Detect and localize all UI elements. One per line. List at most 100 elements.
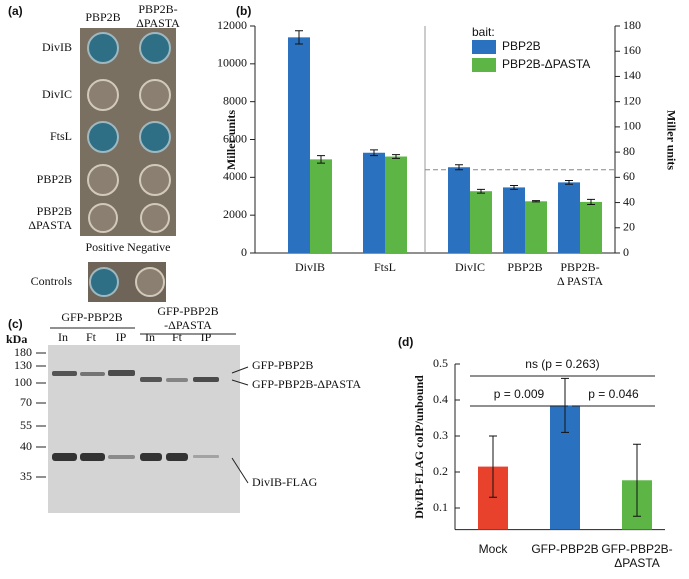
marker-label: 130 bbox=[14, 358, 32, 372]
panel-label: (c) bbox=[8, 317, 23, 331]
band bbox=[140, 453, 162, 461]
lane-label: In bbox=[145, 330, 155, 344]
y-tick-label: 0 bbox=[241, 245, 247, 259]
unit-label: kDa bbox=[6, 332, 27, 346]
bar bbox=[310, 159, 332, 253]
error-bar bbox=[633, 443, 641, 517]
y-tick-label: 0.5 bbox=[433, 356, 448, 370]
band-label: DivIB-FLAG bbox=[252, 475, 318, 489]
panel-label: (b) bbox=[236, 4, 251, 18]
row-label: DivIB bbox=[42, 40, 72, 54]
colony bbox=[87, 121, 119, 153]
colony bbox=[89, 267, 119, 297]
x-tick-label: FtsL bbox=[374, 260, 396, 274]
lane-label: IP bbox=[116, 330, 127, 344]
lane-label: IP bbox=[201, 330, 212, 344]
colony bbox=[87, 32, 119, 64]
bar bbox=[363, 152, 385, 253]
y-tick-label: 0.2 bbox=[433, 464, 448, 478]
x-tick-label: DivIB bbox=[295, 260, 325, 274]
row-label: PBP2B bbox=[37, 172, 72, 186]
text-line: PBP2B- bbox=[560, 260, 599, 274]
y2-tick-label: 160 bbox=[623, 43, 641, 57]
text-line: Δ PASTA bbox=[557, 274, 603, 288]
row-label: DivIC bbox=[42, 87, 72, 101]
y2-tick-label: 20 bbox=[623, 220, 635, 234]
colonies bbox=[87, 32, 171, 233]
gel-bands bbox=[52, 370, 219, 461]
column-header: PBP2B bbox=[85, 10, 120, 24]
text-line: ΔPASTA bbox=[28, 218, 72, 232]
panel-label: (a) bbox=[8, 4, 23, 18]
y-tick-label: 10000 bbox=[217, 56, 247, 70]
bar bbox=[558, 182, 580, 253]
marker-label: 100 bbox=[14, 375, 32, 389]
y-tick-label: 4000 bbox=[223, 169, 247, 183]
y-tick-label: 2000 bbox=[223, 207, 247, 221]
y-tick-label: 0.1 bbox=[433, 500, 448, 514]
colony bbox=[135, 267, 165, 297]
error-bar bbox=[587, 198, 595, 205]
band bbox=[193, 377, 219, 382]
band bbox=[52, 453, 77, 461]
error-bar bbox=[477, 188, 485, 194]
error-bar bbox=[295, 30, 303, 45]
lane-label: Ft bbox=[172, 330, 183, 344]
legend-label: PBP2B-ΔPASTA bbox=[502, 57, 590, 71]
band bbox=[108, 455, 135, 459]
y2-tick-label: 80 bbox=[623, 144, 635, 158]
y-tick-label: 0.4 bbox=[433, 392, 448, 406]
error-bar bbox=[532, 200, 540, 203]
group-label: GFP-PBP2B -ΔPASTA bbox=[157, 304, 218, 332]
colony bbox=[139, 164, 171, 196]
leader bbox=[231, 457, 249, 484]
marker-label: 40 bbox=[20, 439, 32, 453]
leader bbox=[231, 366, 249, 374]
error-bar bbox=[561, 377, 569, 433]
y2-tick-label: 100 bbox=[623, 119, 641, 133]
colony bbox=[139, 79, 171, 111]
error-bar bbox=[455, 164, 463, 171]
y2-tick-label: 180 bbox=[623, 18, 641, 32]
controls-label: Controls bbox=[31, 274, 73, 288]
error-bar bbox=[317, 155, 325, 164]
annotation: ns (p = 0.263) bbox=[525, 357, 599, 371]
band-label: GFP-PBP2B-ΔPASTA bbox=[252, 377, 361, 391]
text-line: PBP2B- bbox=[138, 2, 177, 16]
y-tick-label: 8000 bbox=[223, 93, 247, 107]
y-axis-title: DivIB-FLAG coIP/unbound bbox=[412, 375, 426, 519]
band bbox=[166, 453, 188, 461]
text-line: PBP2B bbox=[37, 204, 72, 218]
band bbox=[80, 453, 105, 461]
y2-tick-label: 60 bbox=[623, 169, 635, 183]
x-tick-label: PBP2B-Δ PASTA bbox=[557, 260, 603, 288]
leader bbox=[231, 379, 249, 386]
marker-label: 180 bbox=[14, 345, 32, 359]
marker-label: 35 bbox=[20, 469, 32, 483]
y2-axis-title: Miller units bbox=[664, 110, 678, 170]
text-line: ΔPASTA bbox=[136, 16, 180, 30]
band bbox=[108, 370, 135, 376]
lane-label: In bbox=[58, 330, 68, 344]
band-label: GFP-PBP2B bbox=[252, 358, 313, 372]
text-line: -ΔPASTA bbox=[164, 318, 212, 332]
text-line: ΔPASTA bbox=[614, 556, 660, 570]
colony bbox=[87, 79, 119, 111]
controls-header: Positive Negative bbox=[86, 240, 171, 254]
error-bar bbox=[392, 154, 400, 159]
legend-title: bait: bbox=[472, 25, 495, 39]
error-bar bbox=[370, 149, 378, 157]
gel bbox=[48, 345, 240, 513]
band bbox=[193, 455, 219, 458]
colony bbox=[139, 32, 171, 64]
y2-tick-label: 120 bbox=[623, 93, 641, 107]
y2-tick-label: 140 bbox=[623, 68, 641, 82]
colony bbox=[87, 164, 119, 196]
annotation: p = 0.046 bbox=[588, 387, 639, 401]
text-line: GFP-PBP2B- bbox=[601, 542, 672, 556]
marker-label: 70 bbox=[20, 395, 32, 409]
band bbox=[52, 371, 77, 376]
row-label: FtsL bbox=[50, 129, 72, 143]
y2-tick-label: 40 bbox=[623, 194, 635, 208]
